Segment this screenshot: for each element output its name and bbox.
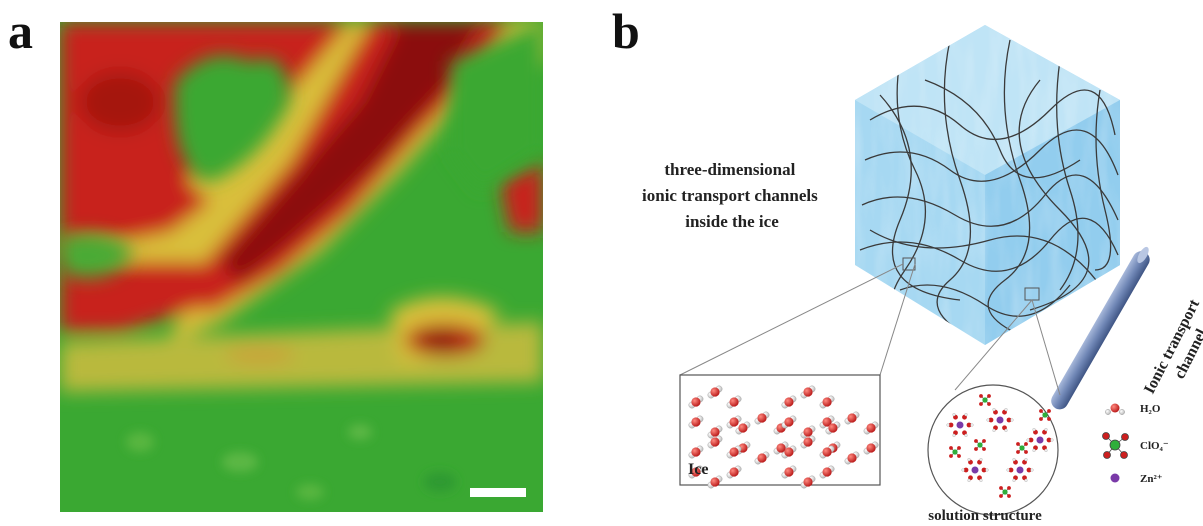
legend-water-label: H₂O: [1140, 403, 1161, 415]
heatmap-texture: [126, 424, 456, 500]
cube-label-line-1: three-dimensional: [664, 160, 795, 179]
solution-label: solution structure: [928, 508, 1042, 524]
solvated-zinc: [961, 458, 989, 482]
ice-lattice-molecules: [688, 385, 879, 489]
perchlorate-anion: [979, 394, 991, 406]
panel-b-letter: b: [612, 3, 640, 59]
heatmap-panel: [60, 22, 543, 512]
scale-bar: [470, 488, 526, 497]
ice-lattice-box: Ice: [679, 374, 881, 489]
cube-label-line-3: inside the ice: [685, 212, 779, 231]
water-ring: [688, 385, 742, 439]
solvated-zinc: [946, 413, 974, 437]
ice-cube: [855, 25, 1120, 345]
ionic-transport-channel-rod: [1051, 246, 1150, 410]
water-ring: [688, 435, 742, 489]
perchlorate-anion: [1039, 409, 1051, 421]
transport-channel-network: [859, 39, 1119, 341]
perchlorate-icon: [1102, 432, 1129, 459]
solution-structure-circle: [927, 384, 1059, 516]
cube-label: three-dimensional ionic transport channe…: [642, 160, 822, 231]
water-ring: [781, 385, 835, 439]
solvated-zinc: [1026, 428, 1054, 452]
perchlorate-anion: [999, 486, 1011, 498]
perchlorate-anion: [974, 439, 986, 451]
perchlorate-anion: [1016, 442, 1028, 454]
heatmap-cool-regions: [60, 22, 543, 278]
heatmap-hot-regions: [60, 22, 543, 392]
water-molecule-icon: [1105, 403, 1125, 415]
ice-zoom-lines: [679, 263, 916, 376]
solvated-zinc: [1006, 458, 1034, 482]
ice-label: Ice: [688, 461, 708, 478]
cube-label-line-2: ionic transport channels: [642, 186, 818, 205]
solution-ions: [946, 394, 1054, 498]
channel-label: Ionic transport channel: [1141, 293, 1203, 406]
legend: H₂O ClO₄⁻ Zn²⁺: [1102, 403, 1169, 485]
diagram-panel: three-dimensional ionic transport channe…: [642, 25, 1203, 524]
perchlorate-anion: [949, 446, 961, 458]
legend-zinc-label: Zn²⁺: [1140, 473, 1163, 485]
water-ring: [781, 435, 835, 489]
legend-perchlorate-label: ClO₄⁻: [1140, 440, 1169, 452]
panel-a-letter: a: [8, 3, 33, 59]
solution-zoom-lines: [954, 299, 1061, 396]
zinc-ion-icon: [1110, 473, 1120, 483]
solvated-zinc: [986, 408, 1014, 432]
